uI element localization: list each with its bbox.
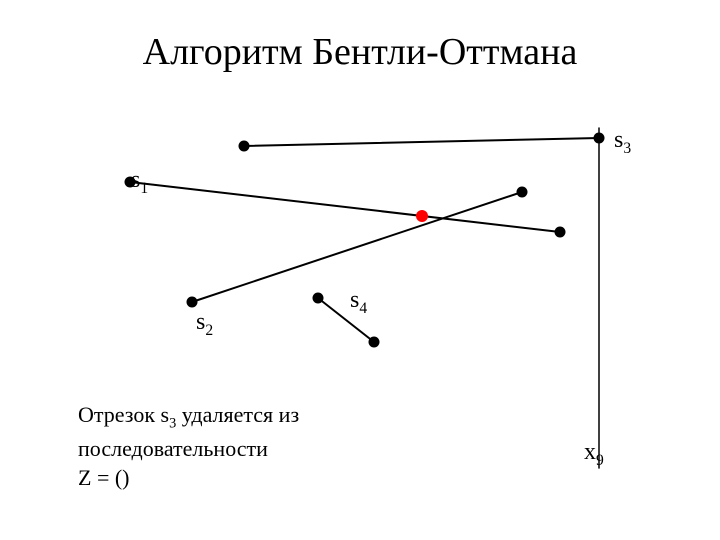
intersection-point [416,210,428,222]
endpoint-s3-a [239,141,250,152]
endpoint-s2-a [187,297,198,308]
label-s1: s1 [131,168,148,196]
endpoint-s2-b [517,187,528,198]
endpoint-s1-b [555,227,566,238]
diagram-stage: Алгоритм Бентли-Оттмана s1 s2 s3 s4 x9 О… [0,0,720,540]
endpoint-s3-b [594,133,605,144]
endpoint-s4-a [313,293,324,304]
label-s3: s3 [614,128,631,156]
label-s4: s4 [350,288,367,316]
segment-s3 [244,138,599,146]
endpoint-s4-b [369,337,380,348]
description-text: Отрезок s3 удаляется изпоследовательност… [78,400,299,493]
label-s2: s2 [196,310,213,338]
sweep-line-label: x9 [584,440,604,468]
segment-s1 [130,182,560,232]
